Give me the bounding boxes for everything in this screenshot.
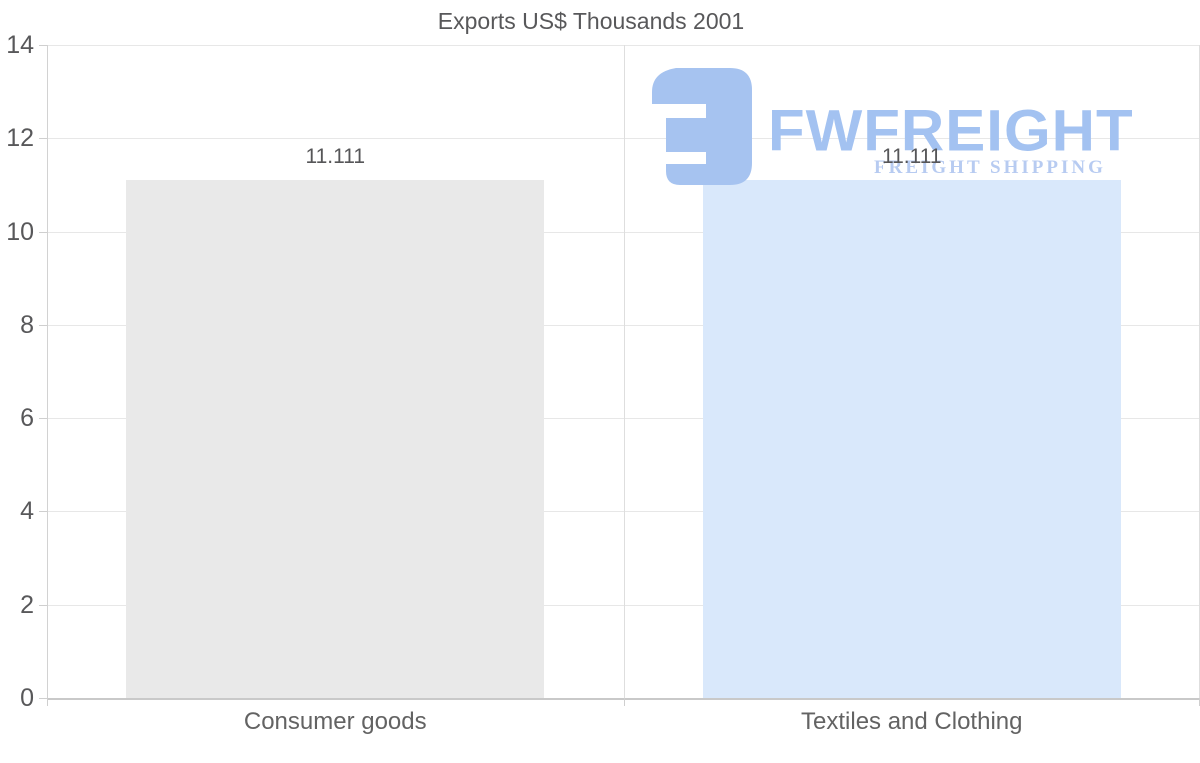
y-tick-mark — [39, 698, 47, 699]
y-tick-label: 8 — [20, 310, 34, 339]
y-tick-mark — [39, 45, 47, 46]
y-tick-label: 2 — [20, 590, 34, 619]
gridline-vertical — [623, 45, 625, 698]
bar-consumer-goods — [126, 179, 545, 698]
bar-textiles-and-clothing — [702, 179, 1121, 698]
y-tick-label: 14 — [6, 31, 34, 59]
x-tick-mark — [47, 698, 48, 706]
y-tick-label: 10 — [6, 217, 34, 246]
y-tick-mark — [39, 231, 47, 233]
y-tick-mark — [39, 604, 47, 606]
x-tick-mark — [623, 698, 625, 706]
y-tick-label: 6 — [20, 404, 34, 433]
bar-value-label: 11.111 — [881, 144, 942, 168]
y-tick-mark — [39, 418, 47, 420]
y-tick-mark — [39, 511, 47, 513]
y-tick-mark — [39, 138, 47, 140]
y-tick-label: 12 — [6, 124, 34, 153]
y-tick-label: 0 — [20, 684, 34, 712]
y-axis-line — [47, 45, 48, 698]
y-tick-label: 4 — [20, 497, 34, 526]
fwfreight-logo-icon — [652, 68, 752, 185]
x-category-label: Consumer goods — [243, 708, 427, 735]
chart-title: Exports US$ Thousands 2001 — [437, 8, 745, 34]
x-category-label: Textiles and Clothing — [801, 708, 1023, 735]
bar-value-label: 11.111 — [305, 144, 366, 168]
y-tick-mark — [39, 324, 47, 326]
